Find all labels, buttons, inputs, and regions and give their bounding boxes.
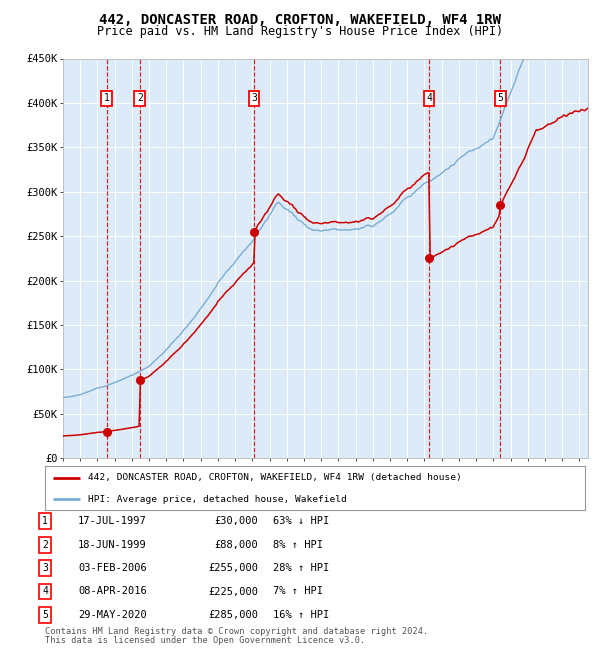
- Text: 442, DONCASTER ROAD, CROFTON, WAKEFIELD, WF4 1RW: 442, DONCASTER ROAD, CROFTON, WAKEFIELD,…: [99, 13, 501, 27]
- Text: 4: 4: [42, 586, 48, 597]
- Text: 3: 3: [42, 563, 48, 573]
- Text: 1: 1: [104, 94, 110, 103]
- Text: Price paid vs. HM Land Registry's House Price Index (HPI): Price paid vs. HM Land Registry's House …: [97, 25, 503, 38]
- Text: 1: 1: [42, 516, 48, 526]
- Text: £225,000: £225,000: [208, 586, 258, 597]
- Text: 2: 2: [42, 540, 48, 550]
- Text: 4: 4: [426, 94, 432, 103]
- Text: 03-FEB-2006: 03-FEB-2006: [78, 563, 147, 573]
- Text: 8% ↑ HPI: 8% ↑ HPI: [273, 540, 323, 550]
- Text: 5: 5: [497, 94, 503, 103]
- Text: Contains HM Land Registry data © Crown copyright and database right 2024.: Contains HM Land Registry data © Crown c…: [45, 627, 428, 636]
- Text: 7% ↑ HPI: 7% ↑ HPI: [273, 586, 323, 597]
- Text: 29-MAY-2020: 29-MAY-2020: [78, 610, 147, 620]
- Text: 08-APR-2016: 08-APR-2016: [78, 586, 147, 597]
- Text: 18-JUN-1999: 18-JUN-1999: [78, 540, 147, 550]
- Text: £30,000: £30,000: [214, 516, 258, 526]
- Text: 63% ↓ HPI: 63% ↓ HPI: [273, 516, 329, 526]
- Text: £88,000: £88,000: [214, 540, 258, 550]
- Text: 17-JUL-1997: 17-JUL-1997: [78, 516, 147, 526]
- Text: 28% ↑ HPI: 28% ↑ HPI: [273, 563, 329, 573]
- Text: 442, DONCASTER ROAD, CROFTON, WAKEFIELD, WF4 1RW (detached house): 442, DONCASTER ROAD, CROFTON, WAKEFIELD,…: [88, 473, 462, 482]
- Text: 3: 3: [251, 94, 257, 103]
- Text: 16% ↑ HPI: 16% ↑ HPI: [273, 610, 329, 620]
- Text: This data is licensed under the Open Government Licence v3.0.: This data is licensed under the Open Gov…: [45, 636, 365, 645]
- Text: £255,000: £255,000: [208, 563, 258, 573]
- Text: HPI: Average price, detached house, Wakefield: HPI: Average price, detached house, Wake…: [88, 495, 347, 504]
- Text: 2: 2: [137, 94, 143, 103]
- Text: £285,000: £285,000: [208, 610, 258, 620]
- Text: 5: 5: [42, 610, 48, 620]
